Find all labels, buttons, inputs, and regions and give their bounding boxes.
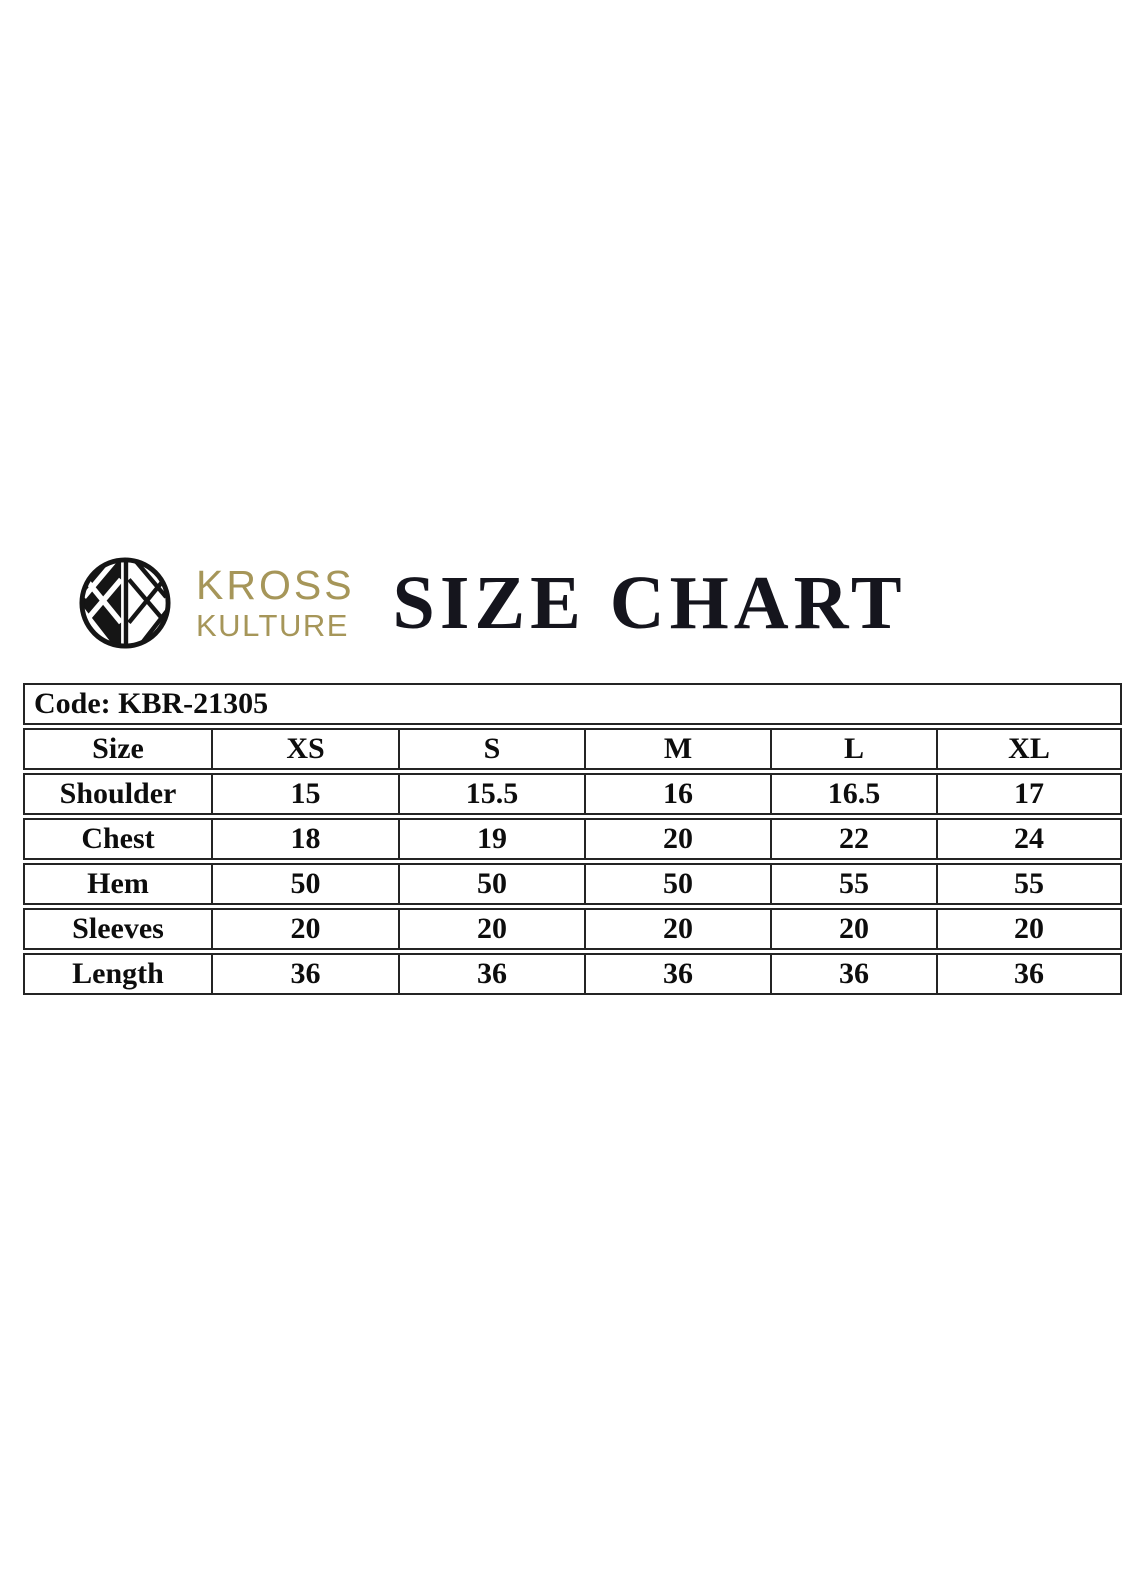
size-value-cell: 55 xyxy=(938,863,1123,905)
product-code-row: Code: KBR-21305 xyxy=(23,683,1123,725)
row-label: Sleeves xyxy=(23,908,213,950)
size-value-cell: 16 xyxy=(586,773,772,815)
table-row-chest: Chest 18 19 20 22 24 xyxy=(23,818,1123,860)
size-value-cell: 19 xyxy=(400,818,586,860)
table-row-shoulder: Shoulder 15 15.5 16 16.5 17 xyxy=(23,773,1123,815)
brand-name: KROSS KULTURE xyxy=(196,562,355,643)
size-chart-table: Code: KBR-21305 Size XS S M L XL Shoulde… xyxy=(23,680,1123,998)
kross-kulture-logo-icon xyxy=(76,556,174,650)
size-value-cell: 20 xyxy=(586,908,772,950)
row-label: Length xyxy=(23,953,213,995)
table-row-length: Length 36 36 36 36 36 xyxy=(23,953,1123,995)
row-label: Shoulder xyxy=(23,773,213,815)
size-value-cell: 20 xyxy=(772,908,938,950)
size-value-cell: 18 xyxy=(213,818,400,860)
size-value-cell: 22 xyxy=(772,818,938,860)
size-header-row: Size XS S M L XL xyxy=(23,728,1123,770)
size-value-cell: 36 xyxy=(586,953,772,995)
size-value-cell: 20 xyxy=(213,908,400,950)
brand-name-line2: KULTURE xyxy=(196,608,349,643)
size-value-cell: 20 xyxy=(400,908,586,950)
size-value-cell: 20 xyxy=(586,818,772,860)
size-value-cell: 50 xyxy=(213,863,400,905)
product-code-cell: Code: KBR-21305 xyxy=(23,683,1123,725)
size-value-cell: 20 xyxy=(938,908,1123,950)
size-value-cell: 50 xyxy=(586,863,772,905)
brand-name-line1: KROSS xyxy=(196,562,355,608)
size-value-cell: 24 xyxy=(938,818,1123,860)
column-header-xs: XS xyxy=(213,728,400,770)
table-row-hem: Hem 50 50 50 55 55 xyxy=(23,863,1123,905)
brand-header: KROSS KULTURE SIZE CHART xyxy=(76,556,907,650)
size-value-cell: 50 xyxy=(400,863,586,905)
column-header-s: S xyxy=(400,728,586,770)
size-value-cell: 15 xyxy=(213,773,400,815)
size-value-cell: 36 xyxy=(213,953,400,995)
size-value-cell: 15.5 xyxy=(400,773,586,815)
row-label: Hem xyxy=(23,863,213,905)
column-header-l: L xyxy=(772,728,938,770)
row-label: Chest xyxy=(23,818,213,860)
size-value-cell: 36 xyxy=(400,953,586,995)
size-value-cell: 36 xyxy=(772,953,938,995)
page-title: SIZE CHART xyxy=(392,560,907,645)
size-value-cell: 16.5 xyxy=(772,773,938,815)
table-row-sleeves: Sleeves 20 20 20 20 20 xyxy=(23,908,1123,950)
size-value-cell: 17 xyxy=(938,773,1123,815)
size-value-cell: 55 xyxy=(772,863,938,905)
column-header-m: M xyxy=(586,728,772,770)
size-value-cell: 36 xyxy=(938,953,1123,995)
column-header-size: Size xyxy=(23,728,213,770)
column-header-xl: XL xyxy=(938,728,1123,770)
